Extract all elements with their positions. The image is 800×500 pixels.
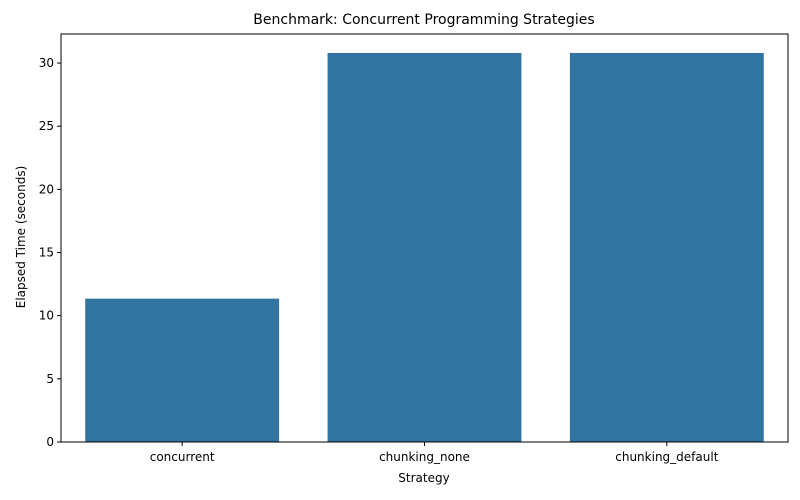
x-axis-label: Strategy: [398, 471, 449, 485]
y-tick-label: 15: [39, 246, 54, 260]
plot-area: concurrent chunking_none chunking_default 0…: [39, 33, 789, 464]
y-tick-label: 10: [39, 309, 54, 323]
plot-frame: [60, 33, 789, 443]
bar-chunking_none: [327, 52, 522, 443]
x-tick-label: concurrent: [150, 450, 215, 464]
y-tick-label: 20: [39, 182, 54, 196]
y-tick-label: 0: [46, 435, 54, 449]
y-tick-label: 5: [46, 372, 54, 386]
bar-concurrent: [85, 298, 280, 442]
x-tick-label: chunking_default: [615, 450, 718, 464]
y-tick-label: 25: [39, 119, 54, 133]
chart-title: Benchmark: Concurrent Programming Strate…: [253, 12, 594, 28]
y-axis-label: Elapsed Time (seconds): [14, 166, 28, 309]
bar-chunking_default: [569, 52, 764, 443]
x-tick-label: chunking_none: [379, 450, 470, 464]
y-tick-label: 30: [39, 56, 54, 70]
